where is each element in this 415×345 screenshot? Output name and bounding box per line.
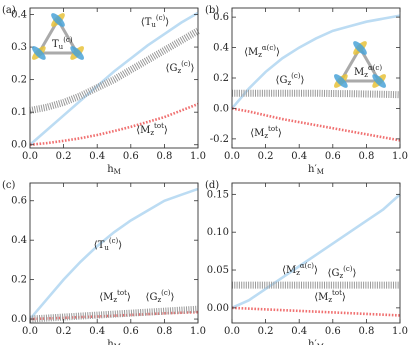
series-line xyxy=(29,310,199,321)
series-line xyxy=(29,27,200,114)
inset-label: Mzα(c) xyxy=(354,64,382,79)
series-line xyxy=(29,187,199,320)
x-tick-label: 0.0 xyxy=(22,151,38,162)
x-tick-label: 1.0 xyxy=(190,151,206,162)
x-tick-label: 0.8 xyxy=(358,326,374,337)
x-axis-label: h′M xyxy=(308,164,324,177)
x-tick-label: 1.0 xyxy=(392,151,408,162)
y-tick-label: 0.3 xyxy=(11,42,27,53)
y-tick-label: 0.0 xyxy=(11,139,27,150)
y-tick-label: 0.2 xyxy=(11,74,27,85)
y-tick-label: 0.4 xyxy=(213,42,229,53)
x-tick-label: 0.6 xyxy=(123,151,139,162)
x-tick-label: 0.2 xyxy=(56,326,72,337)
y-tick-label: 0.6 xyxy=(11,195,27,206)
curve-label: ⟨Gz(c)⟩ xyxy=(166,60,195,75)
panel: ⟨Mzα(c)⟩ ⟨Gz(c)⟩ ⟨Mztot⟩ 0.0 0.2 0.4 0.6 0.8 1.0… xyxy=(205,5,408,177)
x-tick-label: 0.8 xyxy=(156,151,172,162)
curve-label: ⟨Gz(c)⟩ xyxy=(276,72,305,87)
y-tick-label: 0.15 xyxy=(207,189,229,200)
y-tick-label: 0.00 xyxy=(207,302,229,313)
x-axis-label: h′M xyxy=(308,339,324,345)
x-tick-label: 0.4 xyxy=(291,326,307,337)
curve-label: ⟨Mztot⟩ xyxy=(99,289,131,304)
x-tick-label: 0.8 xyxy=(156,326,172,337)
curve-label: ⟨Gz(c)⟩ xyxy=(328,265,357,280)
x-axis-label: hM xyxy=(107,164,121,177)
orbital-lobe xyxy=(70,46,84,60)
orbital-lobe xyxy=(32,46,46,60)
x-tick-label: 0.0 xyxy=(224,151,240,162)
x-tick-label: 0.0 xyxy=(224,326,240,337)
y-tick-label: 0.4 xyxy=(11,9,27,20)
curve-label: ⟨Mzα(c)⟩ xyxy=(244,44,280,59)
x-tick-label: 0.4 xyxy=(291,151,307,162)
panel: ⟨Tu(c)⟩ ⟨Mztot⟩ ⟨Gz(c)⟩ 0.0 0.2 0.4 0.6 0.8 1.0 0… xyxy=(2,180,206,345)
series-line xyxy=(29,11,199,146)
x-tick-label: 0.4 xyxy=(89,151,105,162)
panel-label: (c) xyxy=(2,180,16,191)
x-tick-label: 1.0 xyxy=(190,326,206,337)
orbital-lobe xyxy=(353,41,367,55)
series-line xyxy=(231,306,401,317)
curve-label: ⟨Mztot⟩ xyxy=(314,289,346,304)
y-tick-label: 0.0 xyxy=(213,103,229,114)
y-tick-label: 0.2 xyxy=(11,274,27,285)
x-tick-label: 0.6 xyxy=(325,326,341,337)
series-line xyxy=(231,193,401,310)
y-tick-label: 0.05 xyxy=(207,265,229,276)
curve-label: ⟨Mztot⟩ xyxy=(136,122,168,137)
x-tick-label: 0.2 xyxy=(258,326,274,337)
panel-label: (a) xyxy=(2,5,16,16)
inset-label: Tu(c) xyxy=(52,36,73,51)
y-tick-label: 0.6 xyxy=(213,12,229,23)
x-tick-label: 0.2 xyxy=(56,151,72,162)
panel-label: (b) xyxy=(205,5,219,16)
y-tick-label: 0.0 xyxy=(11,314,27,325)
inset-triangle xyxy=(36,17,80,55)
x-tick-label: 0.0 xyxy=(22,326,38,337)
y-tick-label: -0.2 xyxy=(210,133,229,144)
panel: ⟨Mzα(c)⟩ ⟨Gz(c)⟩ ⟨Mztot⟩ 0.0 0.2 0.4 0.6 0.8 1.0… xyxy=(205,180,408,345)
x-tick-label: 0.6 xyxy=(123,326,139,337)
curve-label: ⟨Mzα(c)⟩ xyxy=(282,262,318,277)
y-tick-label: 0.4 xyxy=(11,235,27,246)
curve-label: ⟨Tu(c)⟩ xyxy=(94,237,122,252)
x-tick-label: 1.0 xyxy=(392,326,408,337)
x-tick-label: 0.6 xyxy=(325,151,341,162)
series-line xyxy=(231,14,401,110)
plot-frame xyxy=(231,182,401,324)
x-axis-label: hM xyxy=(107,339,121,345)
y-tick-label: 0.1 xyxy=(11,107,27,118)
x-tick-label: 0.8 xyxy=(358,151,374,162)
x-tick-label: 0.2 xyxy=(258,151,274,162)
plot-frame xyxy=(29,182,199,324)
panel: ⟨Tu(c)⟩ ⟨Gz(c)⟩ ⟨Mztot⟩ 0.0 0.2 0.4 0.6 0.8 1.0 0… xyxy=(2,5,206,177)
inset-triangle xyxy=(338,45,382,83)
panel-label: (d) xyxy=(205,180,219,191)
plot-frame xyxy=(29,7,199,149)
curve-label: ⟨Gz(c)⟩ xyxy=(146,289,175,304)
curve-label: ⟨Tu(c)⟩ xyxy=(141,14,169,29)
series-line xyxy=(232,89,401,99)
y-tick-label: 0.2 xyxy=(213,73,229,84)
x-tick-label: 0.4 xyxy=(89,326,105,337)
y-tick-label: 0.10 xyxy=(207,227,229,238)
orbital-lobe xyxy=(51,13,65,27)
curve-label: ⟨Mztot⟩ xyxy=(250,125,282,140)
series-line xyxy=(29,305,199,323)
orbital-lobe xyxy=(372,74,386,88)
orbital-lobe xyxy=(334,74,348,88)
